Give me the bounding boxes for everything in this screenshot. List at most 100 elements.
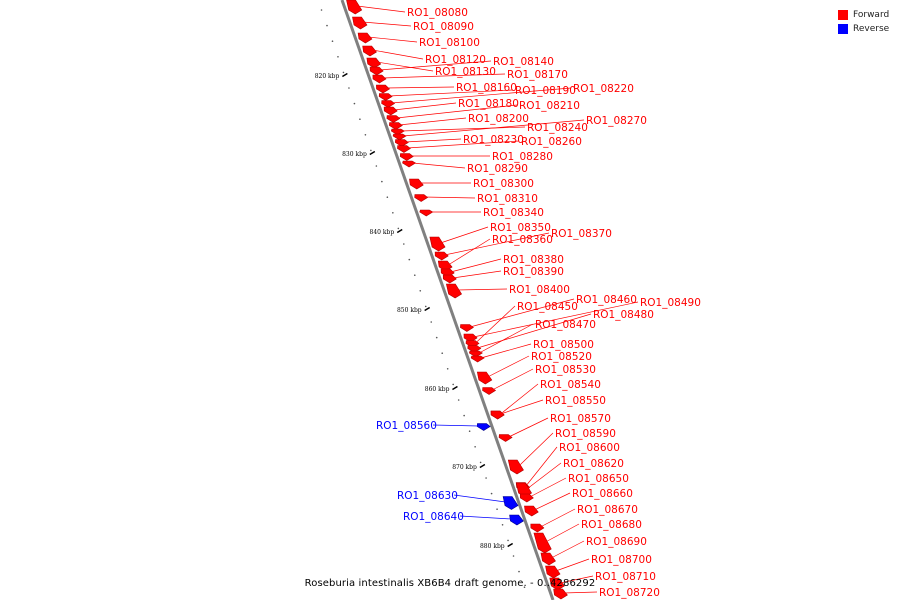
gene-label-RO1_08300[interactable]: RO1_08300 [473, 178, 534, 190]
gene-label-RO1_08200[interactable]: RO1_08200 [468, 113, 529, 125]
gene-label-RO1_08340[interactable]: RO1_08340 [483, 207, 544, 219]
gene-feature-RO1_08670[interactable] [530, 523, 545, 533]
gene-feature-RO1_08130[interactable] [366, 57, 382, 69]
gene-feature-RO1_08530[interactable] [482, 387, 497, 395]
gene-feature-RO1_08590[interactable] [507, 459, 524, 475]
gene-feature-RO1_08460[interactable] [460, 324, 474, 332]
gene-label-RO1_08380[interactable]: RO1_08380 [503, 254, 564, 266]
gene-label-RO1_08270[interactable]: RO1_08270 [586, 115, 647, 127]
gene-label-RO1_08240[interactable]: RO1_08240 [527, 122, 588, 134]
gene-feature-RO1_08280[interactable] [399, 153, 414, 161]
gene-feature-RO1_08490[interactable] [463, 333, 478, 343]
gene-feature-RO1_08290[interactable] [402, 160, 417, 168]
gene-label-RO1_08210[interactable]: RO1_08210 [519, 100, 580, 112]
gene-label-RO1_08280[interactable]: RO1_08280 [492, 151, 553, 163]
gene-label-RO1_08670[interactable]: RO1_08670 [577, 504, 638, 516]
gene-feature-RO1_08520[interactable] [476, 371, 493, 385]
gene-label-RO1_08480[interactable]: RO1_08480 [593, 309, 654, 321]
gene-label-RO1_08260[interactable]: RO1_08260 [521, 136, 582, 148]
gene-label-RO1_08470[interactable]: RO1_08470 [535, 319, 596, 331]
gene-label-RO1_08290[interactable]: RO1_08290 [467, 163, 528, 175]
gene-label-RO1_08190[interactable]: RO1_08190 [515, 85, 576, 97]
gene-label-RO1_08170[interactable]: RO1_08170 [507, 69, 568, 81]
gene-feature-RO1_08100[interactable] [357, 32, 373, 44]
gene-feature-RO1_08200[interactable] [389, 122, 403, 130]
gene-feature-RO1_08340[interactable] [419, 209, 434, 217]
gene-feature-RO1_08720[interactable] [553, 588, 568, 600]
gene-feature-RO1_08180[interactable] [383, 106, 398, 116]
gene-feature-RO1_08120[interactable] [362, 45, 377, 57]
gene-label-RO1_08180[interactable]: RO1_08180 [458, 98, 519, 110]
gene-label-RO1_08230[interactable]: RO1_08230 [463, 134, 524, 146]
gene-label-RO1_08600[interactable]: RO1_08600 [559, 442, 620, 454]
gene-feature-RO1_08390[interactable] [442, 274, 457, 284]
gene-label-RO1_08490[interactable]: RO1_08490 [640, 297, 701, 309]
gene-feature-RO1_08350[interactable] [429, 236, 446, 252]
gene-label-RO1_08100[interactable]: RO1_08100 [419, 37, 480, 49]
gene-feature-RO1_08690[interactable] [540, 552, 556, 566]
gene-feature-RO1_08270[interactable] [392, 133, 407, 141]
gene-label-RO1_08130[interactable]: RO1_08130 [435, 66, 496, 78]
gene-label-RO1_08680[interactable]: RO1_08680 [581, 519, 642, 531]
gene-feature-RO1_08080[interactable] [346, 0, 363, 15]
gene-feature-RO1_08470[interactable] [468, 350, 483, 358]
gene-label-RO1_08640[interactable]: RO1_08640 [403, 511, 464, 523]
gene-label-RO1_08650[interactable]: RO1_08650 [568, 473, 629, 485]
gene-label-RO1_08550[interactable]: RO1_08550 [545, 395, 606, 407]
gene-feature-RO1_08190[interactable] [378, 93, 393, 101]
gene-feature-RO1_08090[interactable] [352, 16, 368, 30]
gene-feature-RO1_08400[interactable] [445, 283, 463, 299]
gene-feature-RO1_08640[interactable] [509, 514, 524, 526]
gene-label-RO1_08630[interactable]: RO1_08630 [397, 490, 458, 502]
gene-label-RO1_08450[interactable]: RO1_08450 [517, 301, 578, 313]
gene-label-RO1_08690[interactable]: RO1_08690 [586, 536, 647, 548]
gene-label-RO1_08360[interactable]: RO1_08360 [492, 234, 553, 246]
gene-feature-RO1_08210[interactable] [386, 115, 401, 123]
gene-label-RO1_08540[interactable]: RO1_08540 [540, 379, 601, 391]
gene-label-RO1_08120[interactable]: RO1_08120 [425, 54, 486, 66]
gene-label-RO1_08370[interactable]: RO1_08370 [551, 228, 612, 240]
gene-label-RO1_08590[interactable]: RO1_08590 [555, 428, 616, 440]
gene-label-RO1_08350[interactable]: RO1_08350 [490, 222, 551, 234]
gene-feature-RO1_08550[interactable] [490, 410, 505, 420]
gene-label-RO1_08530[interactable]: RO1_08530 [535, 364, 596, 376]
gene-label-RO1_08700[interactable]: RO1_08700 [591, 554, 652, 566]
gene-feature-RO1_08680[interactable] [533, 532, 552, 554]
gene-feature-RO1_08160[interactable] [376, 84, 390, 94]
gene-label-RO1_08500[interactable]: RO1_08500 [533, 339, 594, 351]
gene-feature-RO1_08220[interactable] [381, 100, 396, 108]
gene-feature-RO1_08230[interactable] [395, 139, 409, 147]
gene-label-RO1_08520[interactable]: RO1_08520 [531, 351, 592, 363]
gene-feature-RO1_08140[interactable] [369, 66, 384, 76]
gene-feature-RO1_08300[interactable] [409, 178, 424, 190]
gene-feature-RO1_08570[interactable] [498, 434, 513, 442]
gene-label-RO1_08560[interactable]: RO1_08560 [376, 420, 437, 432]
gene-feature-RO1_08560[interactable] [476, 423, 491, 431]
gene-feature-RO1_08630[interactable] [502, 496, 519, 510]
gene-label-RO1_08620[interactable]: RO1_08620 [563, 458, 624, 470]
gene-label-RO1_08140[interactable]: RO1_08140 [493, 56, 554, 68]
gene-label-RO1_08570[interactable]: RO1_08570 [550, 413, 611, 425]
gene-label-RO1_08220[interactable]: RO1_08220 [573, 83, 634, 95]
gene-feature-RO1_08500[interactable] [470, 355, 485, 363]
gene-label-RO1_08720[interactable]: RO1_08720 [599, 587, 660, 599]
gene-label-RO1_08460[interactable]: RO1_08460 [576, 294, 637, 306]
gene-feature-RO1_08480[interactable] [467, 345, 482, 353]
gene-label-RO1_08400[interactable]: RO1_08400 [509, 284, 570, 296]
gene-feature-RO1_08700[interactable] [545, 565, 561, 579]
gene-label-RO1_08710[interactable]: RO1_08710 [595, 571, 656, 583]
gene-label-RO1_08390[interactable]: RO1_08390 [503, 266, 564, 278]
gene-feature-RO1_08650[interactable] [519, 493, 534, 503]
gene-label-RO1_08310[interactable]: RO1_08310 [477, 193, 538, 205]
gene-label-RO1_08160[interactable]: RO1_08160 [456, 82, 517, 94]
gene-feature-RO1_08170[interactable] [372, 74, 387, 84]
gene-feature-RO1_08310[interactable] [414, 194, 429, 202]
gene-label-RO1_08080[interactable]: RO1_08080 [407, 7, 468, 19]
gene-feature-RO1_08260[interactable] [397, 145, 411, 153]
gene-feature-RO1_08240[interactable] [390, 128, 405, 136]
gene-feature-RO1_08710[interactable] [549, 577, 565, 591]
gene-label-RO1_08660[interactable]: RO1_08660 [572, 488, 633, 500]
gene-feature-RO1_08660[interactable] [524, 505, 539, 517]
gene-feature-RO1_08370[interactable] [434, 251, 449, 261]
gene-label-RO1_08090[interactable]: RO1_08090 [413, 21, 474, 33]
